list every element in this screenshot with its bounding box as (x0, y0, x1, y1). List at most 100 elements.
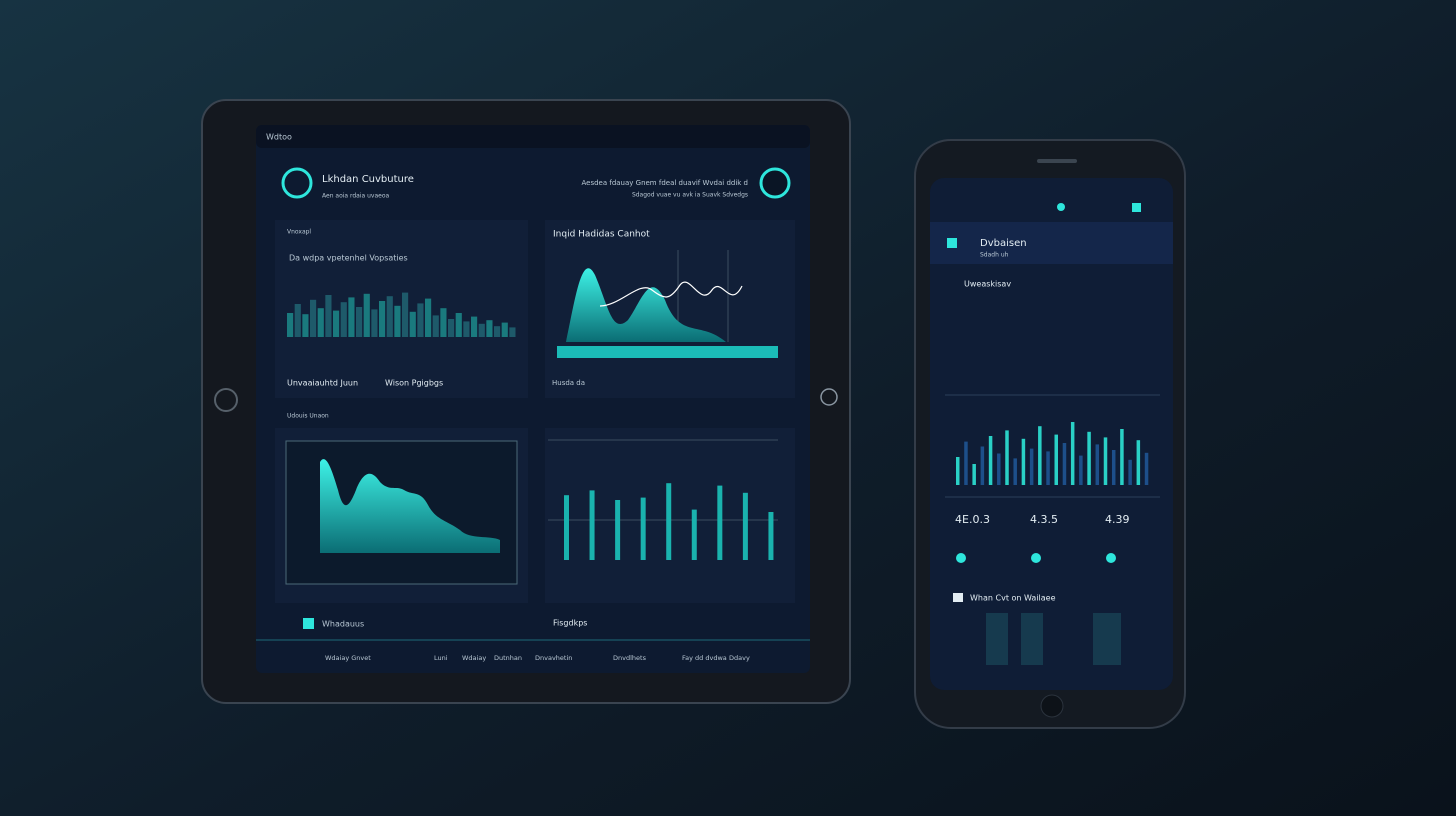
logo (281, 167, 313, 199)
bar (1095, 444, 1100, 485)
stat-icon (1106, 553, 1116, 563)
bar (294, 304, 301, 337)
list-tile (1021, 613, 1043, 665)
bar (325, 295, 332, 337)
bar (615, 500, 621, 560)
bar (425, 298, 432, 337)
bar (564, 495, 569, 560)
status-text: Wdtoo (266, 133, 292, 142)
bar (1013, 458, 1017, 485)
bar (486, 320, 493, 337)
bar (463, 321, 470, 337)
bar (363, 293, 370, 337)
panel-label: Vnoxapl (287, 229, 311, 236)
bar (386, 296, 393, 337)
bar (1021, 438, 1026, 485)
bar (379, 301, 386, 337)
list-tile (986, 613, 1008, 665)
bar (691, 509, 697, 560)
panel (275, 220, 528, 398)
title: Lkhdan Cuvbuture (322, 174, 414, 185)
bar (640, 497, 646, 560)
avatar (759, 167, 791, 199)
bar (409, 311, 416, 337)
bar (394, 305, 401, 337)
note: Aesdea fdauay Gnem fdeal duavif Wvdai dd… (581, 179, 748, 187)
bar (980, 446, 985, 485)
bar (1087, 431, 1091, 485)
bar (1054, 434, 1058, 485)
bar (340, 302, 347, 337)
stat: 4.39 (1105, 513, 1130, 526)
bar (302, 314, 309, 337)
footer-item: Dnvdlhets (613, 654, 647, 662)
bar (964, 441, 968, 485)
bar (972, 464, 976, 485)
bar (1046, 451, 1050, 485)
list-icon (953, 593, 963, 602)
nav-icon (1057, 203, 1065, 211)
progress-bar (557, 346, 778, 358)
stats: 4E.0.3 4.3.5 4.39 (955, 513, 1130, 563)
bar (768, 512, 774, 560)
bar (1005, 430, 1009, 485)
bar (371, 309, 378, 337)
subtitle: Aen aoia rdaia uvaeoa (322, 193, 389, 200)
bar (478, 323, 485, 337)
bar (356, 307, 363, 337)
note: Sdagod vuae vu avk ia Suavk Sdvedgs (632, 192, 748, 199)
footer-item: Ddavy (729, 654, 750, 662)
bar (1128, 459, 1132, 485)
panel-title: Inqid Hadidas Canhot (553, 230, 650, 240)
bar (1103, 437, 1108, 485)
bar (666, 483, 672, 560)
legend: Fisgdkps (553, 619, 587, 628)
bar (417, 303, 424, 337)
bar (1062, 443, 1067, 485)
footer-item: Luni (434, 654, 448, 662)
stat: 4E.0.3 (955, 513, 990, 526)
phone-subtitle: Sdadh uh (980, 252, 1009, 259)
bar (997, 453, 1001, 485)
bar (717, 485, 723, 560)
bar (589, 490, 595, 560)
bar (471, 316, 478, 337)
bar (494, 326, 501, 337)
phone-header (930, 222, 1173, 264)
home-button (214, 388, 238, 412)
bar (1111, 450, 1116, 485)
camera (820, 388, 838, 406)
footer-item: Dutnhan (494, 654, 522, 662)
bar (333, 310, 340, 337)
bar (501, 322, 508, 337)
phone-logo (947, 238, 957, 248)
bar (509, 327, 516, 337)
stat-icon (1031, 553, 1041, 563)
bar (310, 299, 317, 337)
panel-footer: Unvaaiauhtd Juun (287, 379, 358, 388)
bar (956, 457, 960, 485)
status-bar (256, 125, 810, 148)
bar (440, 308, 447, 337)
bar (402, 292, 409, 337)
phone-title: Dvbaisen (980, 238, 1027, 249)
footer-item: Fay dd dvdwa (682, 654, 727, 662)
section-label: Udouis Unaon (287, 413, 329, 420)
nav-icon (1132, 203, 1141, 212)
bar (1136, 440, 1141, 485)
bar (1038, 426, 1042, 485)
bar (742, 492, 748, 560)
panel-footer: Wison Pgigbgs (385, 379, 443, 388)
footer: Wdaiay Gnvet Luni Wdaiay Dutnhan Dnvavhetin D… (325, 654, 750, 662)
bar (1120, 429, 1124, 485)
bars (287, 292, 1149, 560)
area-chart (320, 459, 500, 553)
legend-swatch (303, 618, 314, 629)
bar (1144, 452, 1149, 485)
bar (1079, 455, 1083, 485)
legend: Whadauus (322, 620, 364, 629)
bar (287, 313, 294, 337)
panel-footer: Husda da (552, 379, 585, 387)
bar (448, 319, 455, 337)
